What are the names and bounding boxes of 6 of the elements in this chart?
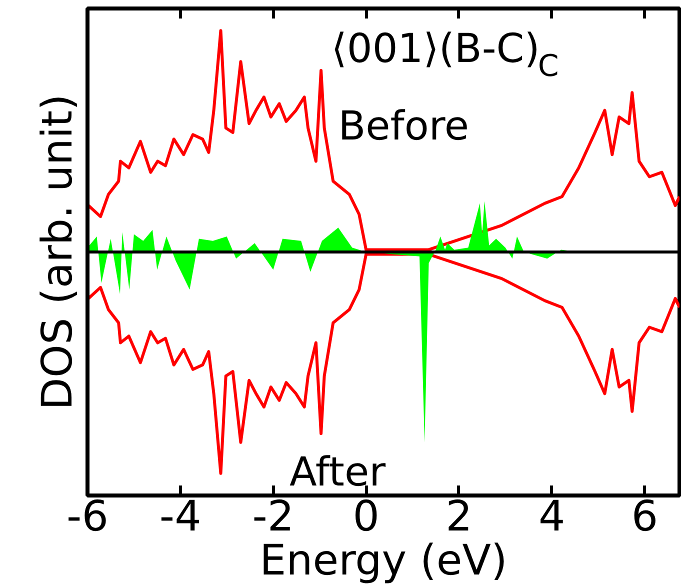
x-tick-label: 6	[631, 492, 658, 540]
x-tick-label: -4	[159, 492, 202, 540]
x-tick-label: 4	[538, 492, 566, 540]
x-tick-label: -6	[66, 492, 108, 540]
annotation: Before	[338, 104, 470, 150]
y-axis-title: DOS (arb. unit)	[32, 94, 82, 410]
